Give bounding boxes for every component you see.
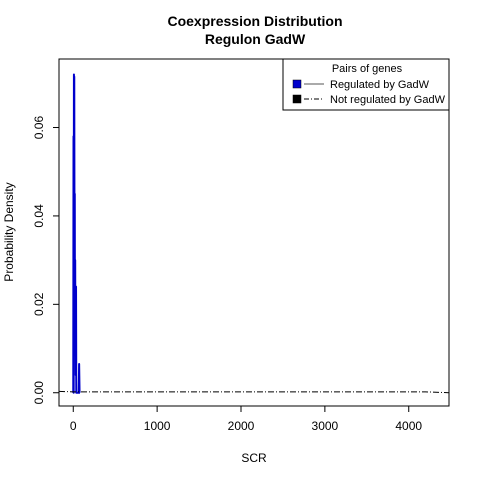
legend-swatch-regulated <box>292 79 302 89</box>
legend-title: Pairs of genes <box>332 63 403 75</box>
y-axis-label: Probability Density <box>2 182 16 281</box>
series-line-not-regulated <box>58 390 450 394</box>
x-tick-label: 2000 <box>228 419 255 433</box>
x-axis-label: SCR <box>241 451 267 465</box>
legend-entry-regulated: Regulated by GadW <box>330 79 430 91</box>
x-tick-label: 3000 <box>312 419 339 433</box>
x-axis: 0 1000 2000 3000 4000 <box>70 406 422 433</box>
x-tick-label: 4000 <box>395 419 422 433</box>
series-layer <box>58 73 450 394</box>
y-axis: 0.00 0.02 0.04 0.06 <box>32 116 59 405</box>
x-tick-label: 1000 <box>144 419 171 433</box>
y-tick-label: 0.06 <box>32 116 46 140</box>
y-tick-label: 0.02 <box>32 292 46 316</box>
plot-area <box>58 58 450 407</box>
chart-subtitle: Regulon GadW <box>205 31 306 47</box>
legend: Pairs of genes Regulated by GadW Not reg… <box>282 58 450 111</box>
chart-title: Coexpression Distribution <box>167 13 342 29</box>
legend-entry-not-regulated: Not regulated by GadW <box>330 94 446 106</box>
x-tick-label: 0 <box>70 419 77 433</box>
series-line-regulated <box>72 73 81 394</box>
y-tick-label: 0.00 <box>32 381 46 405</box>
legend-swatch-not-regulated <box>292 94 302 104</box>
y-tick-label: 0.04 <box>32 204 46 228</box>
